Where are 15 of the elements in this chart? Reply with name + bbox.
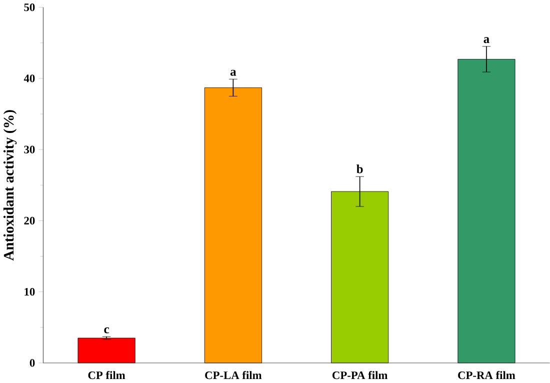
y-tick-label: 10 — [24, 288, 35, 296]
annotation: a — [230, 70, 236, 76]
y-tick-label: 0 — [30, 359, 35, 367]
y-tick-label: 50 — [24, 4, 35, 12]
annotation: a — [484, 37, 490, 44]
annotation: c — [104, 328, 109, 334]
y-tick-label: 30 — [24, 146, 35, 154]
annotation: b — [356, 164, 363, 174]
y-axis-title: Antioxidant activity (%) — [3, 110, 17, 261]
x-tick-label: CP-LA film — [205, 371, 262, 380]
y-tick-label: 40 — [24, 74, 35, 82]
x-tick-label: CP-PA film — [332, 371, 388, 380]
x-tick-label: CP film — [88, 371, 126, 380]
x-tick-label: CP-RA film — [458, 371, 516, 380]
y-tick-label: 20 — [24, 217, 35, 225]
